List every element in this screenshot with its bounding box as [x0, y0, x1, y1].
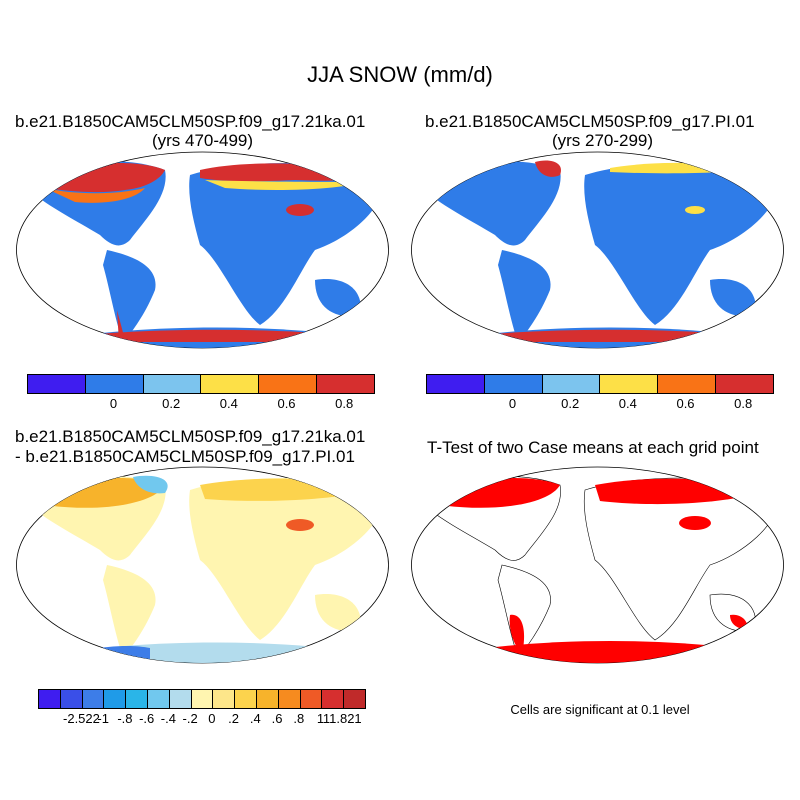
colorbar-difference-swatch — [191, 690, 214, 708]
colorbar-difference-tick-label: .4 — [249, 711, 261, 726]
colorbar-21ka-tick-label: 0 — [109, 396, 118, 411]
eurasia-africa-land — [189, 477, 386, 640]
colorbar-difference-swatch — [256, 690, 279, 708]
colorbar-pi-tick-label: 0 — [508, 396, 517, 411]
colorbar-21ka-tick-label: 0.4 — [219, 396, 238, 411]
colorbar-difference-swatch — [213, 690, 236, 708]
snow-high-eurasia — [200, 163, 375, 182]
colorbar-difference-swatch — [147, 690, 170, 708]
colorbar-21ka-tick-label: 0.2 — [162, 396, 181, 411]
colorbar-difference-swatch — [104, 690, 127, 708]
colorbar-difference-swatch — [235, 690, 257, 708]
panel2-title-line1: b.e21.B1850CAM5CLM50SP.f09_g17.PI.01 — [425, 112, 755, 131]
map-panel-difference — [16, 466, 389, 664]
colorbar-21ka-swatch — [28, 375, 86, 393]
snow-tibet — [685, 206, 705, 214]
south-america-land — [103, 250, 156, 342]
colorbar-pi-swatch — [658, 375, 717, 393]
sig-australia — [730, 614, 748, 629]
colorbar-21ka-ticks: 0 0.2 0.4 0.6 0.8 — [27, 396, 373, 412]
colorbar-pi-tick-label: 0.8 — [734, 396, 753, 411]
eurasia-africa-land — [189, 162, 386, 325]
colorbar-pi — [426, 374, 774, 394]
colorbar-difference — [38, 689, 366, 709]
panel4-title: T-Test of two Case means at each grid po… — [427, 438, 759, 457]
colorbar-difference-tick-label: 1 — [316, 711, 325, 726]
colorbar-difference-swatch — [82, 690, 105, 708]
snow-mid-na — [45, 188, 145, 203]
colorbar-21ka — [27, 374, 375, 394]
colorbar-difference-tick-label: -1 — [97, 711, 109, 726]
sig-eurasia — [595, 478, 770, 505]
eurasia-africa-land — [584, 162, 781, 325]
colorbar-21ka-swatch — [201, 375, 260, 393]
colorbar-21ka-swatch — [259, 375, 318, 393]
colorbar-pi-swatch — [484, 375, 543, 393]
significance-note: Cells are significant at 0.1 level — [510, 702, 690, 717]
map-panel-21ka — [16, 151, 389, 349]
colorbar-difference-tick-label: -2.522 — [63, 711, 100, 726]
colorbar-pi-tick-label: 0.2 — [561, 396, 580, 411]
panel3-title-line1: b.e21.B1850CAM5CLM50SP.f09_g17.21ka.01 — [15, 427, 366, 446]
south-america-outline — [497, 564, 551, 658]
colorbar-pi-swatch — [427, 375, 485, 393]
colorbar-pi-swatch — [716, 375, 773, 393]
colorbar-difference-tick-label: .6 — [271, 711, 283, 726]
figure-title: JJA SNOW (mm/d) — [307, 62, 493, 87]
colorbar-pi-swatch — [600, 375, 659, 393]
australia-land — [710, 279, 756, 317]
panel1-title-line1: b.e21.B1850CAM5CLM50SP.f09_g17.21ka.01 — [15, 112, 366, 131]
colorbar-difference-tick-label: 11.821 — [322, 711, 362, 726]
colorbar-difference-tick-label: 0 — [208, 711, 216, 726]
colorbar-difference-swatch — [322, 690, 345, 708]
colorbar-21ka-swatch — [317, 375, 374, 393]
colorbar-difference-swatch — [39, 690, 61, 708]
snow-antarctica — [85, 329, 345, 342]
colorbar-difference-tick-label: -.2 — [182, 711, 198, 726]
panel3-title-line2: - b.e21.B1850CAM5CLM50SP.f09_g17.PI.01 — [15, 447, 355, 466]
colorbar-difference-swatch — [126, 690, 148, 708]
australia-land — [315, 594, 361, 632]
colorbar-difference-tick-label: -.8 — [117, 711, 133, 726]
australia-land — [315, 279, 361, 317]
colorbar-pi-tick-label: 0.4 — [618, 396, 637, 411]
colorbar-difference-tick-label: .2 — [228, 711, 240, 726]
panel1-title-line2: (yrs 470-499) — [151, 131, 254, 150]
diff-antarctica-west — [85, 645, 150, 663]
colorbar-difference-swatch — [300, 690, 323, 708]
colorbar-21ka-swatch — [85, 375, 144, 393]
colorbar-difference-tick-label: .8 — [293, 711, 305, 726]
colorbar-pi-tick-label: 0.6 — [676, 396, 695, 411]
snow-antarctica — [480, 329, 740, 342]
map-panel-pi — [411, 151, 784, 349]
snow-mid-eurasia — [205, 180, 365, 190]
map-panel-ttest — [411, 466, 784, 664]
colorbar-difference-swatch — [344, 690, 365, 708]
south-america-land — [498, 250, 551, 342]
colorbar-difference-ticks: -2.522 -1 -.8 -.6 -.4 -.2 0 .2 .4 .6 .8 1 11.821 — [38, 711, 364, 727]
diff-greenland — [133, 475, 168, 494]
colorbar-pi-swatch — [542, 375, 601, 393]
colorbar-difference-tick-label: -.6 — [139, 711, 155, 726]
panel2-title-line2: (yrs 270-299) — [551, 131, 654, 150]
colorbar-21ka-tick-label: 0.8 — [335, 396, 354, 411]
diff-tibet — [286, 519, 314, 531]
colorbar-21ka-swatch — [143, 375, 202, 393]
sig-tibet — [679, 516, 711, 530]
snow-greenland — [535, 160, 561, 177]
south-america-land — [103, 565, 156, 657]
snow-andes — [117, 310, 125, 342]
colorbar-difference-swatch — [169, 690, 192, 708]
colorbar-difference-swatch — [278, 690, 301, 708]
colorbar-pi-ticks: 0 0.2 0.4 0.6 0.8 — [426, 396, 772, 412]
diff-eurasia-increase — [200, 478, 375, 501]
colorbar-difference-tick-label: -.4 — [160, 711, 176, 726]
colorbar-21ka-tick-label: 0.6 — [277, 396, 296, 411]
colorbar-difference-swatch — [60, 690, 83, 708]
snow-tibet — [286, 204, 314, 216]
